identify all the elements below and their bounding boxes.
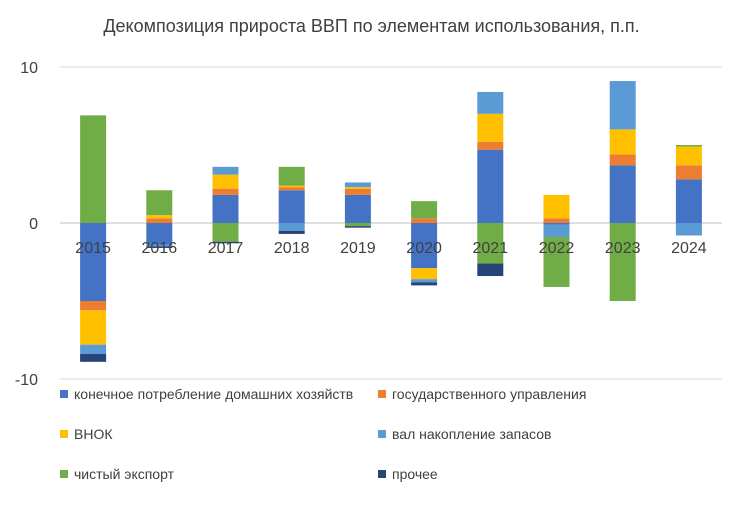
- bar-segment: [80, 344, 107, 355]
- bar-segment: [344, 182, 371, 188]
- y-tick-label: 10: [20, 60, 38, 77]
- bar-segment: [344, 194, 371, 223]
- legend-item: конечное потребление домашних хозяйств: [60, 386, 353, 402]
- bar-segment: [543, 237, 570, 287]
- bar-segment: [543, 223, 570, 225]
- x-tick-label: 2017: [208, 240, 244, 257]
- legend-item: прочее: [378, 466, 438, 482]
- bar-segment: [146, 215, 173, 219]
- bar-segment: [675, 165, 702, 180]
- bar-segment: [212, 194, 239, 223]
- bar-segment: [477, 223, 504, 264]
- bar-segment: [411, 279, 438, 283]
- bar-segment: [80, 223, 107, 301]
- bar-segment: [212, 188, 239, 195]
- bar-segment: [675, 179, 702, 223]
- bar-segment: [80, 354, 107, 362]
- x-tick-label: 2024: [671, 240, 707, 257]
- bar-segment: [411, 201, 438, 219]
- y-tick-label: -10: [15, 372, 38, 389]
- legend-label: конечное потребление домашних хозяйств: [74, 386, 354, 402]
- bar-segment: [278, 185, 305, 188]
- legend-item: ВНОК: [60, 426, 113, 442]
- x-tick-label: 2022: [539, 240, 575, 257]
- bar-segment: [609, 129, 636, 155]
- legend-swatch: [60, 430, 68, 438]
- legend-item: государственного управления: [378, 386, 586, 402]
- legend-swatch: [378, 390, 386, 398]
- bar-segment: [146, 223, 173, 245]
- bar-segment: [543, 218, 570, 223]
- bar-segment: [543, 224, 570, 238]
- bar-segment: [212, 174, 239, 189]
- bar-segment: [411, 223, 438, 269]
- bar-segment: [477, 141, 504, 150]
- x-tick-label: 2021: [473, 240, 509, 257]
- y-tick-label: 0: [29, 216, 38, 233]
- bar-segment: [477, 113, 504, 142]
- bar-segment: [212, 241, 239, 244]
- bar-segment: [411, 218, 438, 223]
- bar-segment: [80, 301, 107, 311]
- bar-segment: [675, 223, 702, 236]
- legend-label: вал накопление запасов: [392, 426, 552, 442]
- bar-segment: [80, 115, 107, 223]
- x-tick-label: 2018: [274, 240, 310, 257]
- bar-segment: [344, 226, 371, 228]
- bar-segment: [411, 268, 438, 280]
- x-tick-label: 2023: [605, 240, 641, 257]
- bar-segment: [278, 223, 305, 231]
- bar-segment: [675, 145, 702, 147]
- bar-segment: [344, 188, 371, 195]
- bar-segment: [278, 230, 305, 234]
- legend-label: государственного управления: [392, 386, 587, 402]
- bar-segment: [278, 166, 305, 186]
- bar-segment: [609, 81, 636, 130]
- x-tick-label: 2020: [406, 240, 442, 257]
- x-tick-label: 2016: [142, 240, 178, 257]
- bar-segment: [80, 310, 107, 345]
- bar-segment: [212, 223, 239, 242]
- bar-segment: [609, 154, 636, 166]
- bar-segment: [411, 282, 438, 286]
- bar-segment: [278, 187, 305, 191]
- legend-label: ВНОК: [74, 426, 113, 442]
- legend-swatch: [378, 470, 386, 478]
- legend-swatch: [378, 430, 386, 438]
- bar-segment: [146, 190, 173, 216]
- legend-swatch: [60, 390, 68, 398]
- bar-segment: [477, 91, 504, 114]
- legend-label: чистый экспорт: [74, 466, 174, 482]
- legend-label: прочее: [392, 466, 438, 482]
- legend-item: вал накопление запасов: [378, 426, 551, 442]
- bar-segment: [477, 263, 504, 277]
- x-tick-label: 2015: [75, 240, 111, 257]
- bar-segment: [344, 223, 371, 227]
- bar-segment: [344, 187, 371, 189]
- x-tick-label: 2019: [340, 240, 376, 257]
- bar-segment: [146, 246, 173, 248]
- bar-segment: [543, 194, 570, 219]
- bar-segment: [609, 223, 636, 301]
- chart-title: Декомпозиция прироста ВВП по элементам и…: [103, 16, 640, 36]
- bar-segment: [278, 190, 305, 223]
- bar-segment: [477, 149, 504, 223]
- bar-segment: [146, 244, 173, 247]
- bar-segment: [609, 165, 636, 223]
- bar-segment: [212, 166, 239, 175]
- legend-item: чистый экспорт: [60, 466, 174, 482]
- bar-segment: [675, 146, 702, 166]
- legend-swatch: [60, 470, 68, 478]
- bar-segment: [146, 218, 173, 223]
